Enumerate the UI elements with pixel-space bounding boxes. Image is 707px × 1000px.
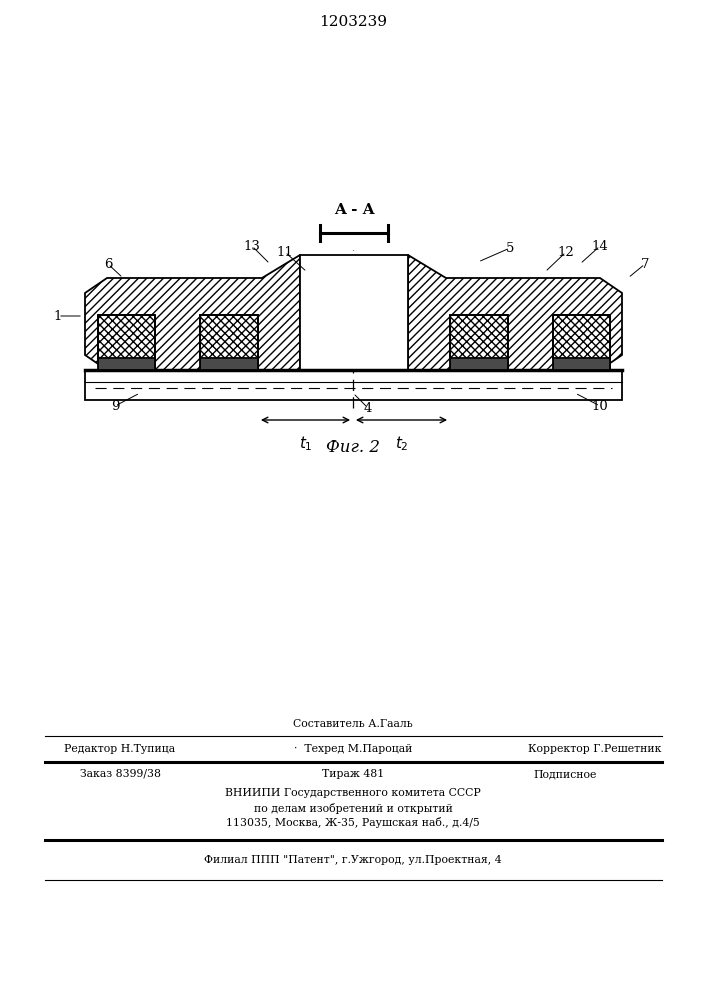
Text: Тираж 481: Тираж 481: [322, 769, 384, 779]
Text: $t_1$: $t_1$: [298, 434, 312, 453]
Polygon shape: [85, 255, 300, 370]
Text: Подписное: Подписное: [533, 769, 597, 779]
Bar: [200, 358, 258, 370]
Bar: [553, 358, 610, 370]
Bar: [85, 370, 622, 400]
Text: Заказ 8399/38: Заказ 8399/38: [79, 769, 160, 779]
Text: 4: 4: [364, 401, 372, 414]
Text: ·  Техред М.Пароцай: · Техред М.Пароцай: [294, 744, 412, 754]
Text: 14: 14: [592, 239, 609, 252]
Text: 10: 10: [592, 399, 609, 412]
Text: $t_2$: $t_2$: [395, 434, 409, 453]
Text: Фиг. 2: Фиг. 2: [326, 440, 380, 456]
Text: 1203239: 1203239: [320, 15, 387, 29]
Text: 5: 5: [506, 241, 514, 254]
Text: 7: 7: [641, 257, 649, 270]
Text: 13: 13: [244, 239, 260, 252]
Polygon shape: [408, 255, 622, 370]
Text: Филиал ППП "Патент", г.Ужгород, ул.Проектная, 4: Филиал ППП "Патент", г.Ужгород, ул.Проек…: [204, 855, 502, 865]
Text: 1: 1: [54, 310, 62, 322]
Bar: [450, 315, 508, 358]
Text: Корректор Г.Решетник: Корректор Г.Решетник: [528, 744, 662, 754]
Bar: [98, 358, 155, 370]
Text: 12: 12: [558, 245, 574, 258]
Text: ВНИИПИ Государственного комитета СССР: ВНИИПИ Государственного комитета СССР: [225, 788, 481, 798]
Text: A - A: A - A: [334, 203, 374, 217]
Bar: [98, 315, 155, 358]
Text: 113035, Москва, Ж-35, Раушская наб., д.4/5: 113035, Москва, Ж-35, Раушская наб., д.4…: [226, 818, 480, 828]
Bar: [200, 315, 258, 358]
Bar: [553, 315, 610, 358]
Text: 9: 9: [111, 399, 119, 412]
Bar: [300, 255, 408, 370]
Text: Редактор Н.Тупица: Редактор Н.Тупица: [64, 744, 175, 754]
Bar: [450, 358, 508, 370]
Text: 6: 6: [104, 257, 112, 270]
Text: по делам изобретений и открытий: по делам изобретений и открытий: [254, 802, 452, 814]
Text: 11: 11: [276, 245, 293, 258]
Text: Составитель А.Гааль: Составитель А.Гааль: [293, 719, 413, 729]
